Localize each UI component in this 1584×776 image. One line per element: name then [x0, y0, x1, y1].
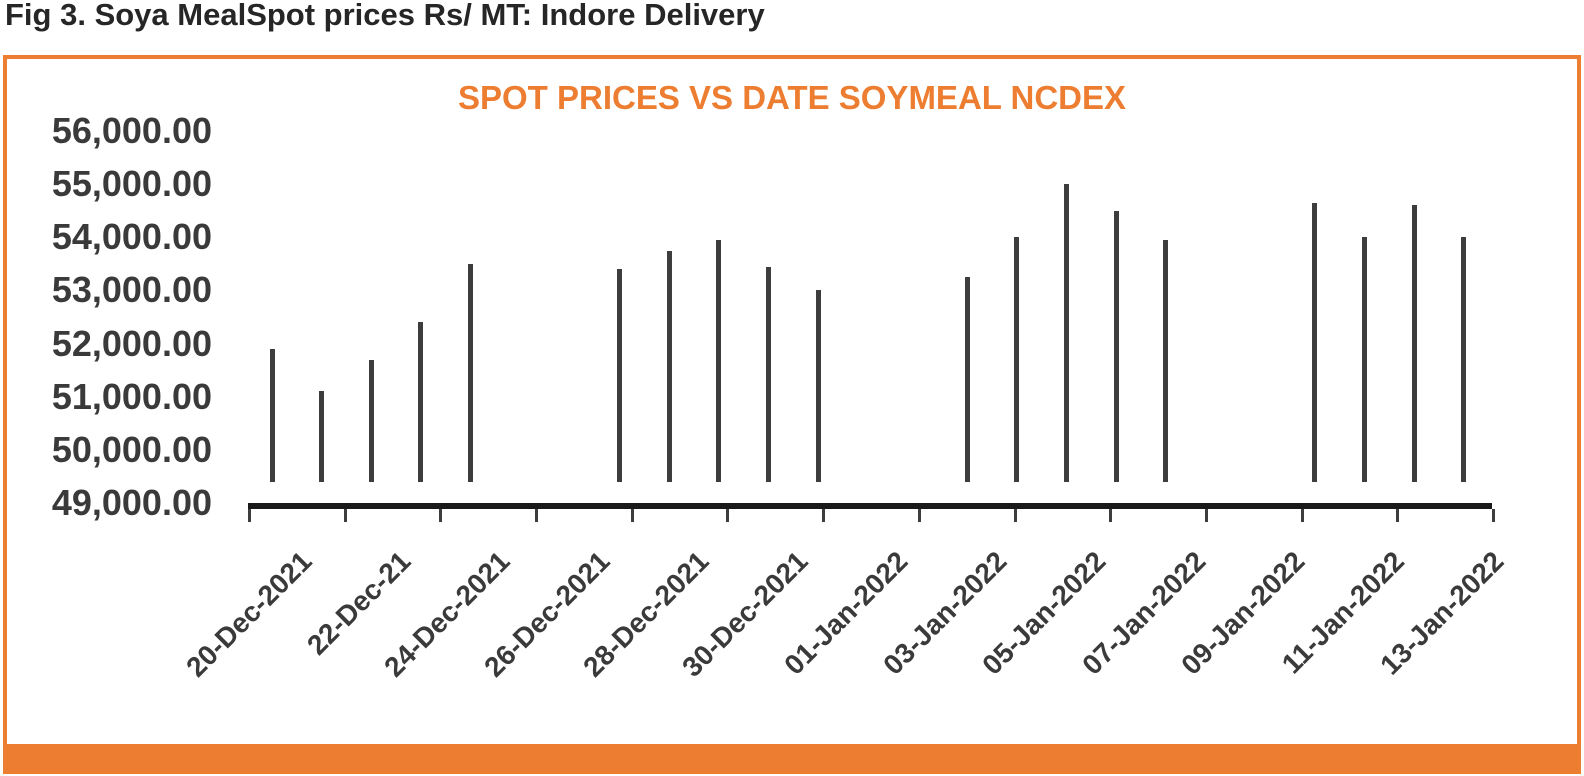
price-bar: [1461, 237, 1467, 482]
price-bar: [1362, 237, 1368, 482]
y-axis-tick-label: 53,000.00: [51, 269, 212, 311]
y-axis-tick-label: 50,000.00: [51, 428, 212, 470]
x-axis-tick: [248, 509, 251, 522]
price-bar: [815, 290, 821, 482]
price-bar: [1312, 202, 1318, 482]
chart-container: SPOT PRICES VS DATE SOYMEAL NCDEX 56,000…: [3, 55, 1581, 774]
price-bar: [269, 348, 275, 482]
bottom-accent-band: [7, 744, 1577, 770]
x-axis-labels: 20-Dec-2021 22-Dec-21 24-Dec-2021 26-Dec-20…: [7, 59, 1577, 770]
x-axis-tick: [822, 509, 826, 522]
x-axis-tick: [726, 509, 730, 522]
x-axis-tick: [1109, 509, 1113, 522]
y-axis-tick-label: 55,000.00: [51, 163, 212, 205]
chart-title: SPOT PRICES VS DATE SOYMEAL NCDEX: [457, 79, 1127, 116]
price-bar: [716, 239, 722, 482]
y-axis-tick-label: 54,000.00: [51, 216, 212, 258]
bars-layer: [7, 59, 1577, 770]
x-axis-ticks: [7, 59, 1577, 770]
price-bar: [418, 322, 424, 482]
y-axis-tick-label: 49,000.00: [51, 482, 212, 523]
price-bar: [319, 391, 325, 482]
price-bar: [766, 266, 772, 482]
x-axis-tick: [535, 509, 539, 522]
y-axis-tick-label: 51,000.00: [51, 375, 212, 417]
x-axis-tick: [1013, 509, 1017, 522]
x-axis-tick: [439, 509, 443, 522]
x-axis-line: [248, 503, 1492, 509]
x-axis-tick: [1300, 509, 1304, 522]
price-bar: [1163, 239, 1169, 482]
y-axis-tick-label: 52,000.00: [51, 322, 212, 364]
x-axis-tick: [1204, 509, 1208, 522]
x-axis-tick: [630, 509, 634, 522]
price-bar: [1411, 205, 1417, 482]
price-bar: [1014, 237, 1020, 482]
figure-caption: Fig 3. Soya MealSpot prices Rs/ MT: Indo…: [5, 0, 765, 32]
price-bar: [468, 263, 474, 482]
x-axis-tick-label: 20-Dec-2021: [179, 545, 318, 683]
price-bar: [666, 250, 672, 482]
x-axis-tick: [1492, 509, 1495, 522]
price-bar: [368, 359, 374, 482]
price-bar: [1113, 210, 1119, 482]
y-axis: 56,000.00 55,000.00 54,000.00 53,000.00 52,0…: [7, 59, 1577, 770]
x-axis-tick: [917, 509, 921, 522]
y-axis-tick-label: 56,000.00: [51, 110, 212, 151]
price-bar: [1064, 184, 1070, 482]
price-bar: [964, 277, 970, 482]
x-axis-tick: [1396, 509, 1400, 522]
price-bar: [617, 269, 623, 482]
x-axis-tick: [343, 509, 347, 522]
